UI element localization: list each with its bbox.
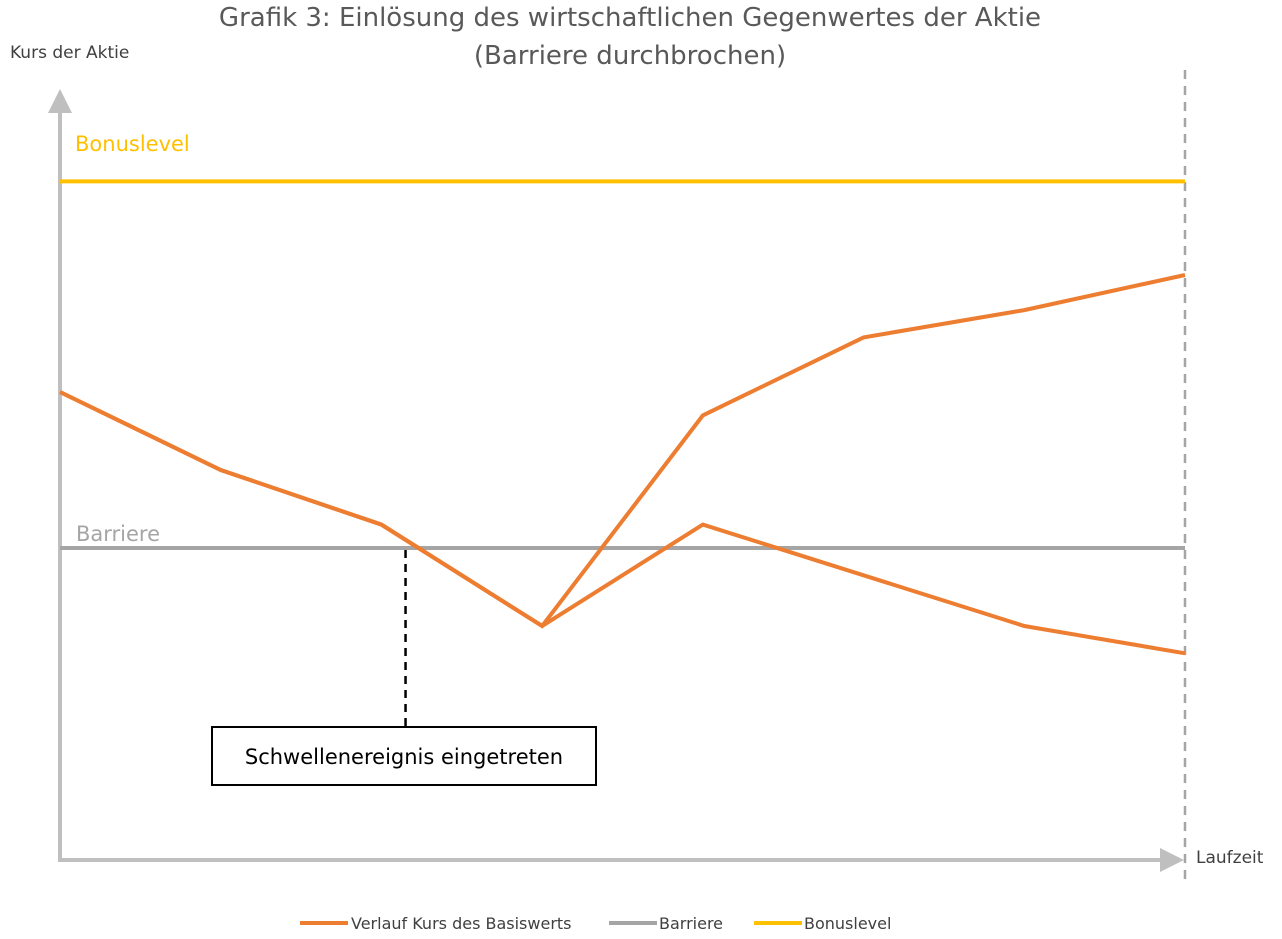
chart-title-line1: Grafik 3: Einlösung des wirtschaftlichen… bbox=[219, 3, 1041, 33]
barrier-label: Barriere bbox=[76, 522, 160, 546]
legend: Verlauf Kurs des Basiswerts Barriere Bon… bbox=[300, 914, 891, 933]
event-callout-box bbox=[211, 726, 597, 786]
legend-label-bonus: Bonuslevel bbox=[804, 914, 891, 933]
event-callout-text: Schwellenereignis eingetreten bbox=[245, 745, 563, 769]
legend-label-series: Verlauf Kurs des Basiswerts bbox=[351, 914, 572, 933]
series-line-down bbox=[59, 390, 1186, 656]
chart-title-line2: (Barriere durchbrochen) bbox=[474, 41, 786, 71]
legend-label-barrier: Barriere bbox=[659, 914, 723, 933]
x-axis-arrow-icon bbox=[1160, 848, 1184, 872]
bonus-level-label: Bonuslevel bbox=[75, 132, 190, 156]
y-axis-arrow-icon bbox=[48, 89, 72, 113]
series-group bbox=[59, 273, 1186, 656]
x-axis-label: Laufzeit bbox=[1196, 848, 1264, 868]
y-axis-label: Kurs der Aktie bbox=[10, 43, 129, 63]
